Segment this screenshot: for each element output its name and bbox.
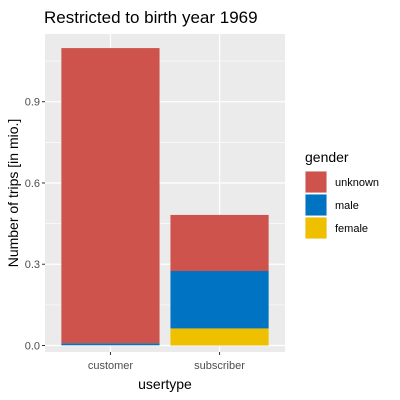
- chart-title: Restricted to birth year 1969: [44, 8, 258, 27]
- y-tick-label: 0.0: [25, 340, 40, 352]
- bar-customer-unknown: [61, 48, 160, 344]
- bar-subscriber-unknown: [170, 214, 269, 272]
- bars: [61, 48, 269, 346]
- legend: gender unknown male female: [305, 149, 379, 239]
- legend-label-female: female: [335, 223, 368, 235]
- legend-title: gender: [305, 149, 349, 165]
- y-axis-ticks: 0.0 0.3 0.6 0.9: [25, 97, 45, 352]
- x-axis-ticks: customer subscriber: [88, 352, 245, 372]
- x-tick-label: subscriber: [194, 360, 245, 372]
- y-tick-label: 0.3: [25, 259, 40, 271]
- bar-subscriber-male: [170, 271, 269, 329]
- legend-swatch-unknown: [305, 171, 327, 193]
- bar-subscriber-female: [170, 328, 269, 346]
- legend-label-unknown: unknown: [335, 177, 379, 189]
- legend-items: unknown male female: [305, 171, 379, 239]
- y-axis-title: Number of trips [in mio.]: [5, 119, 21, 268]
- x-axis-title: usertype: [138, 376, 192, 392]
- legend-swatch-female: [305, 217, 327, 239]
- legend-label-male: male: [335, 200, 359, 212]
- legend-swatch-male: [305, 194, 327, 216]
- bar-customer-male: [61, 343, 160, 346]
- y-tick-label: 0.9: [25, 97, 40, 109]
- x-tick-label: customer: [88, 360, 134, 372]
- y-tick-label: 0.6: [25, 178, 40, 190]
